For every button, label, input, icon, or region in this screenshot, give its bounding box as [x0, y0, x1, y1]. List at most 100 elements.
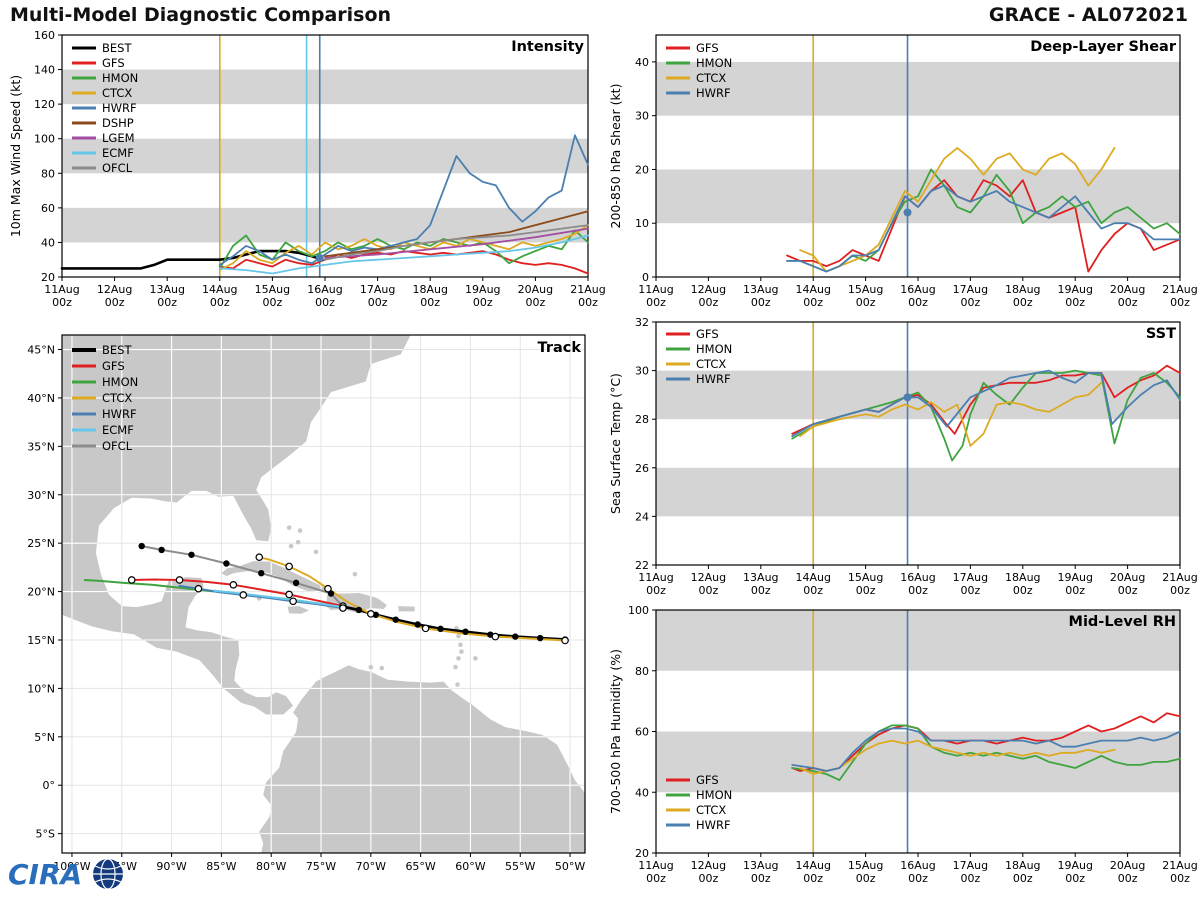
storm-title: GRACE - AL072021 — [988, 4, 1188, 26]
legend-label-hmon: HMON — [696, 342, 732, 356]
track-point-open — [491, 632, 500, 641]
shear-panel: 11Aug00z12Aug00z13Aug00z14Aug00z15Aug00z… — [608, 34, 1198, 309]
legend-label-ctcx: CTCX — [102, 86, 132, 100]
y-tick-label: 26 — [635, 462, 649, 475]
lon-tick-label: 50°W — [555, 860, 585, 873]
x-tick-sublabel: 00z — [52, 296, 72, 309]
y-tick-label: 120 — [34, 98, 55, 111]
x-tick-label: 15Aug — [848, 571, 883, 584]
x-tick-label: 14Aug — [795, 283, 830, 296]
x-tick-sublabel: 00z — [646, 296, 666, 309]
track-point-filled — [355, 606, 363, 614]
page-title: Multi-Model Diagnostic Comparison — [10, 4, 392, 26]
x-tick-sublabel: 00z — [1013, 872, 1033, 885]
sst-series-hwrf — [791, 369, 1181, 438]
lat-tick-label: 5°N — [34, 731, 55, 744]
lat-tick-label: 40°N — [27, 392, 55, 405]
x-tick-sublabel: 00z — [751, 584, 771, 597]
x-tick-label: 14Aug — [795, 859, 830, 872]
x-tick-sublabel: 00z — [699, 296, 719, 309]
x-tick-sublabel: 00z — [526, 296, 546, 309]
x-tick-label: 21Aug — [1162, 571, 1197, 584]
legend-label-hmon: HMON — [696, 56, 732, 70]
x-tick-sublabel: 00z — [908, 296, 928, 309]
x-tick-sublabel: 00z — [803, 584, 823, 597]
sst-series-hmon — [791, 369, 1181, 462]
x-tick-sublabel: 00z — [908, 872, 928, 885]
lat-tick-label: 15°N — [27, 634, 55, 647]
legend-label-best: BEST — [102, 41, 132, 55]
track-title: Track — [538, 340, 582, 356]
island — [456, 656, 461, 661]
x-tick-label: 20Aug — [518, 283, 553, 296]
shear-series-ctcx — [799, 146, 1116, 273]
island — [455, 682, 460, 687]
cira-logo: CIRA — [4, 850, 164, 898]
x-tick-sublabel: 00z — [1118, 872, 1138, 885]
track-point-filled — [536, 634, 544, 642]
intensity-series-hwrf — [218, 134, 589, 266]
track-point-open — [561, 636, 569, 645]
rh-title: Mid-Level RH — [1069, 614, 1176, 630]
x-tick-label: 12Aug — [691, 283, 726, 296]
shear-ylabel: 200-850 hPa Shear (kt) — [608, 84, 623, 229]
lat-tick-label: 25°N — [27, 537, 55, 550]
land-puerto-rico — [398, 606, 415, 612]
track-point-filled — [158, 546, 165, 554]
lon-tick-label: 55°W — [505, 860, 535, 873]
shear-series-gfs — [786, 179, 1181, 273]
lon-tick-label: 75°W — [306, 860, 336, 873]
x-tick-label: 20Aug — [1110, 859, 1145, 872]
legend-label-lgem: LGEM — [102, 131, 135, 145]
track-point-open — [175, 576, 184, 584]
x-tick-sublabel: 00z — [1118, 296, 1138, 309]
x-tick-sublabel: 00z — [315, 296, 335, 309]
legend-label-gfs: GFS — [696, 773, 719, 787]
y-tick-label: 60 — [635, 726, 649, 739]
legend-label-ecmf: ECMF — [102, 423, 134, 437]
legend-label-hwrf: HWRF — [696, 372, 731, 386]
y-tick-label: 20 — [41, 271, 55, 284]
legend-label-gfs: GFS — [102, 56, 125, 70]
lat-tick-label: 0° — [43, 779, 56, 792]
y-tick-label: 20 — [635, 163, 649, 176]
lat-tick-label: 5°S — [36, 828, 55, 841]
y-tick-label: 100 — [628, 604, 649, 617]
x-tick-label: 11Aug — [638, 283, 673, 296]
x-tick-label: 17Aug — [360, 283, 395, 296]
x-tick-sublabel: 00z — [1118, 584, 1138, 597]
legend-label-gfs: GFS — [696, 41, 719, 55]
island — [458, 642, 463, 648]
track-point-filled — [414, 621, 421, 628]
legend-label-ctcx: CTCX — [696, 803, 726, 817]
x-tick-label: 17Aug — [953, 859, 988, 872]
y-tick-label: 160 — [34, 29, 55, 42]
x-tick-sublabel: 00z — [961, 584, 981, 597]
track-point-open — [367, 610, 375, 618]
legend-label-hwrf: HWRF — [102, 407, 137, 421]
x-tick-label: 11Aug — [638, 571, 673, 584]
legend-label-ctcx: CTCX — [696, 357, 726, 371]
lat-tick-label: 30°N — [27, 489, 55, 502]
legend-label-ctcx: CTCX — [696, 71, 726, 85]
track-point-filled — [437, 625, 444, 633]
lon-tick-label: 100°W — [53, 860, 90, 873]
track-point-open — [239, 591, 248, 599]
lon-tick-label: 85°W — [206, 860, 236, 873]
lon-tick-label: 65°W — [405, 860, 435, 873]
cira-logo-text: CIRA — [8, 858, 82, 891]
globe-icon — [93, 858, 123, 890]
x-tick-sublabel: 00z — [473, 296, 493, 309]
track-point-filled — [223, 560, 230, 567]
track-point-filled — [392, 616, 399, 623]
island — [288, 543, 294, 549]
x-tick-sublabel: 00z — [751, 296, 771, 309]
lon-tick-label: 70°W — [356, 860, 386, 873]
y-tick-label: 0 — [642, 271, 649, 284]
island — [297, 528, 303, 533]
x-tick-sublabel: 00z — [961, 296, 981, 309]
track-point-open — [229, 581, 238, 589]
island — [456, 633, 461, 639]
x-tick-sublabel: 00z — [646, 872, 666, 885]
